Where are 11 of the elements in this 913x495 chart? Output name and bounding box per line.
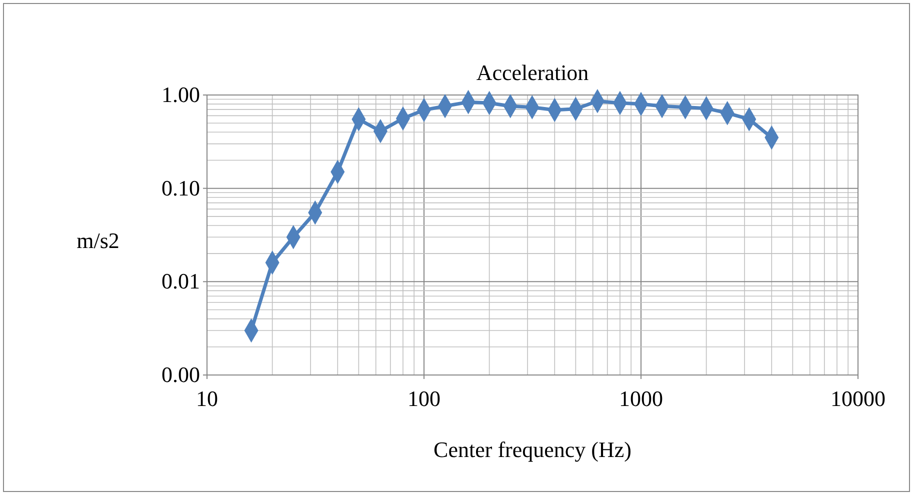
y-tick-label: 0.00 xyxy=(162,362,200,388)
x-tick-label: 1000 xyxy=(619,386,663,412)
x-tick-label: 10000 xyxy=(830,386,886,412)
y-tick-label: 0.01 xyxy=(162,268,200,294)
y-tick-label: 1.00 xyxy=(162,82,200,108)
x-tick-label: 100 xyxy=(408,386,440,412)
x-axis-title: Center frequency (Hz) xyxy=(434,437,632,462)
x-tick-label: 10 xyxy=(196,386,218,412)
y-tick-label: 0.10 xyxy=(162,175,200,200)
chart-title: Acceleration xyxy=(476,60,589,85)
y-axis-title: m/s2 xyxy=(76,228,120,253)
